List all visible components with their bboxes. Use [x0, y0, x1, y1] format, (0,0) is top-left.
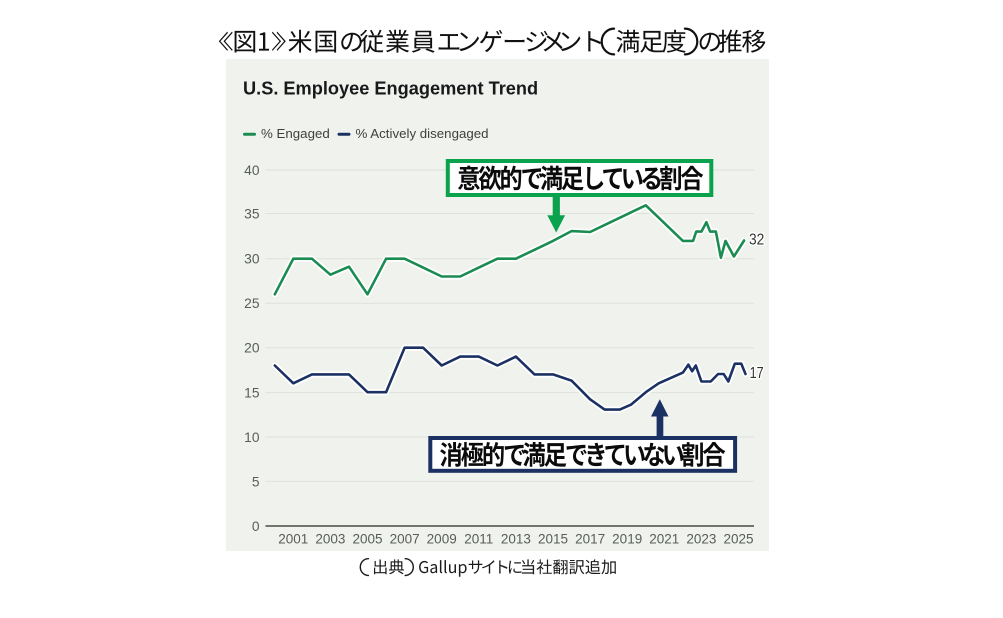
svg-text:2015: 2015: [538, 532, 568, 547]
svg-text:0: 0: [252, 519, 260, 534]
svg-text:2001: 2001: [278, 532, 308, 547]
svg-text:2025: 2025: [723, 532, 753, 547]
svg-text:17: 17: [750, 365, 764, 382]
svg-text:35: 35: [244, 206, 260, 221]
svg-text:% Actively disengaged: % Actively disengaged: [356, 126, 489, 141]
svg-text:15: 15: [244, 386, 260, 401]
svg-text:2005: 2005: [352, 532, 382, 547]
svg-text:2007: 2007: [390, 532, 420, 547]
svg-text:2017: 2017: [575, 532, 605, 547]
svg-text:U.S. Employee Engagement Trend: U.S. Employee Engagement Trend: [243, 79, 538, 99]
svg-text:2019: 2019: [612, 532, 642, 547]
svg-text:20: 20: [244, 341, 260, 356]
svg-text:% Engaged: % Engaged: [261, 126, 330, 141]
svg-text:2003: 2003: [315, 532, 345, 547]
svg-text:2023: 2023: [686, 532, 716, 547]
svg-text:2009: 2009: [427, 532, 457, 547]
svg-text:5: 5: [252, 474, 260, 489]
svg-text:30: 30: [244, 252, 260, 267]
svg-text:2013: 2013: [501, 532, 531, 547]
svg-text:32: 32: [749, 231, 764, 248]
svg-text:10: 10: [244, 430, 260, 445]
svg-text:25: 25: [244, 296, 260, 311]
svg-text:40: 40: [244, 163, 260, 178]
svg-text:2021: 2021: [649, 532, 679, 547]
svg-text:2011: 2011: [464, 532, 493, 547]
